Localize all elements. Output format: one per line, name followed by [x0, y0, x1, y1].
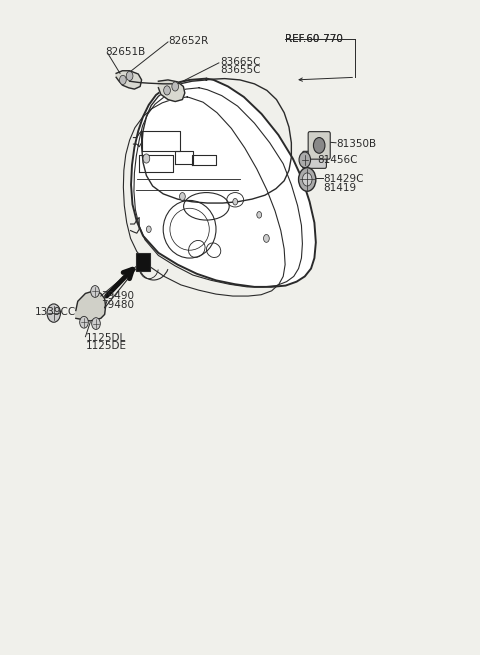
- Polygon shape: [131, 79, 316, 287]
- Circle shape: [233, 198, 238, 205]
- Text: 79490: 79490: [101, 291, 134, 301]
- Polygon shape: [158, 80, 185, 102]
- Text: 83655C: 83655C: [220, 65, 260, 75]
- FancyBboxPatch shape: [302, 151, 326, 168]
- Text: 79480: 79480: [101, 299, 134, 310]
- Circle shape: [126, 71, 133, 81]
- Text: 1125DE: 1125DE: [85, 341, 126, 352]
- Circle shape: [172, 82, 179, 91]
- Text: 83665C: 83665C: [220, 56, 260, 67]
- Polygon shape: [76, 291, 106, 321]
- Circle shape: [180, 193, 185, 200]
- Circle shape: [92, 318, 100, 329]
- FancyBboxPatch shape: [308, 132, 330, 159]
- Circle shape: [264, 234, 269, 242]
- Circle shape: [47, 304, 60, 322]
- Text: 82651B: 82651B: [106, 47, 146, 58]
- Text: 81456C: 81456C: [317, 155, 357, 165]
- Text: 81429C: 81429C: [323, 174, 363, 185]
- Circle shape: [164, 86, 170, 95]
- Text: 82652R: 82652R: [168, 35, 208, 46]
- Circle shape: [257, 212, 262, 218]
- Text: 1125DL: 1125DL: [85, 333, 126, 343]
- Circle shape: [143, 154, 150, 163]
- Text: REF.60-770: REF.60-770: [285, 34, 343, 45]
- Circle shape: [299, 168, 316, 191]
- Bar: [136, 253, 150, 271]
- Text: REF.60-770: REF.60-770: [285, 34, 343, 45]
- Circle shape: [313, 138, 325, 153]
- Circle shape: [146, 226, 151, 233]
- Text: 81350B: 81350B: [336, 139, 376, 149]
- Polygon shape: [116, 71, 142, 89]
- Circle shape: [302, 173, 312, 186]
- Text: 1339CC: 1339CC: [35, 307, 76, 317]
- Circle shape: [299, 152, 311, 168]
- Text: 81419: 81419: [323, 183, 356, 193]
- Circle shape: [120, 75, 126, 84]
- Circle shape: [91, 286, 99, 297]
- Circle shape: [80, 316, 88, 328]
